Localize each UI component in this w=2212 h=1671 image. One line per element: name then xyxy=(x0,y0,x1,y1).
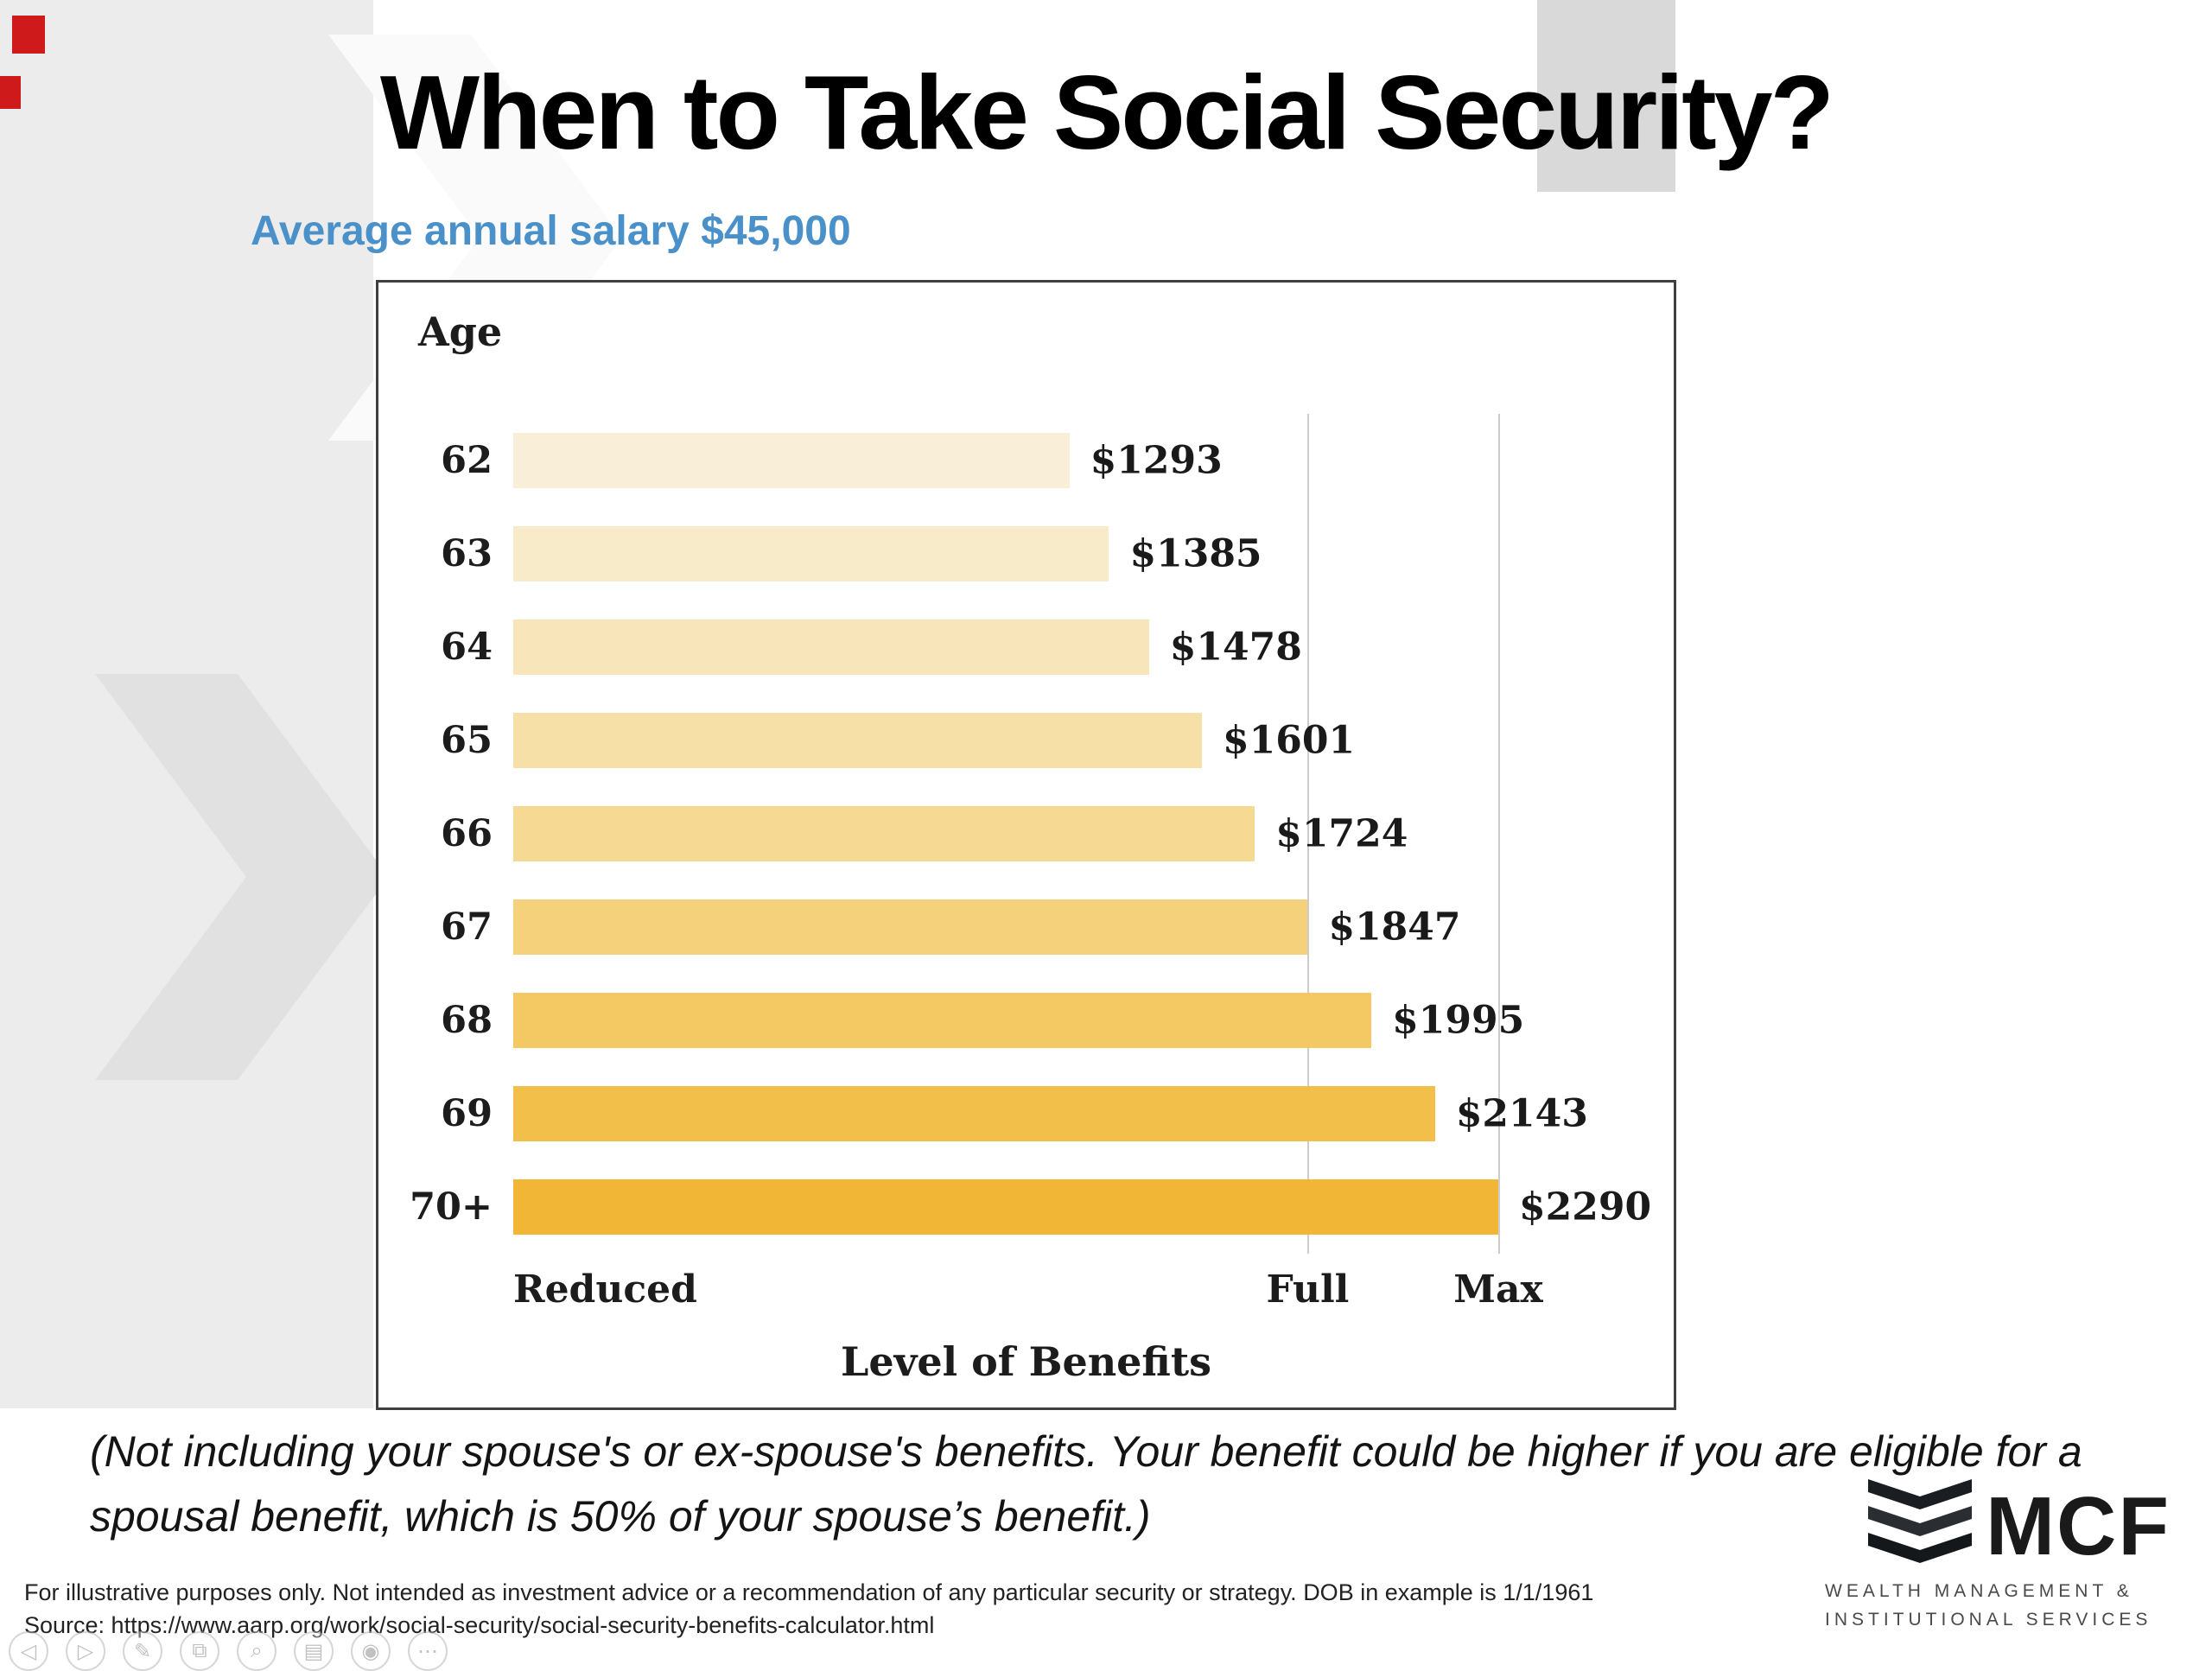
zoom-icon[interactable]: ⌕ xyxy=(237,1631,276,1671)
x-tick-label: Max xyxy=(1453,1268,1543,1312)
more-icon[interactable]: ⋯ xyxy=(408,1631,448,1671)
benefit-bar xyxy=(513,1179,1498,1235)
y-axis-title: Age xyxy=(418,308,503,355)
mcf-logo-text: MCF xyxy=(1986,1479,2171,1573)
benefit-bar xyxy=(513,526,1109,581)
pen-icon[interactable]: ✎ xyxy=(123,1631,162,1671)
age-axis: 62 63 64 65 66 67 68 69 70+ xyxy=(410,414,493,1254)
mcf-tagline-line1: WEALTH MANAGEMENT & xyxy=(1825,1581,2133,1601)
x-tick-label: Reduced xyxy=(513,1268,697,1312)
age-tick-label: 63 xyxy=(441,532,493,575)
notes-icon[interactable]: ▤ xyxy=(294,1631,334,1671)
red-marker xyxy=(0,76,21,109)
axis-spacer xyxy=(413,1262,513,1323)
age-tick-label: 66 xyxy=(441,812,493,855)
decor-chevron xyxy=(95,674,389,1080)
benefit-bar xyxy=(513,1086,1435,1141)
benefits-chart: Age 62 63 64 65 66 67 68 69 70+ $1293 $1385 $1478 $… xyxy=(376,280,1676,1410)
bar-value-label: $1293 xyxy=(1090,438,1223,483)
red-marker xyxy=(12,16,45,54)
play-icon[interactable]: ▷ xyxy=(66,1631,105,1671)
record-icon[interactable]: ◉ xyxy=(351,1631,391,1671)
toolbar: ◁ ▷ ✎ ⧉ ⌕ ▤ ◉ ⋯ xyxy=(9,1631,448,1671)
bar-value-label: $1385 xyxy=(1129,531,1262,576)
bar-row: $1293 xyxy=(513,414,1498,507)
disclaimer-text: For illustrative purposes only. Not inte… xyxy=(24,1579,1594,1605)
slide-subtitle: Average annual salary $45,000 xyxy=(251,208,851,254)
benefit-bar xyxy=(513,899,1308,955)
age-tick-label: 68 xyxy=(441,999,493,1042)
bar-value-label: $2290 xyxy=(1519,1185,1652,1229)
back-icon[interactable]: ◁ xyxy=(9,1631,48,1671)
bar-row: $1478 xyxy=(513,600,1498,694)
x-axis-title: Level of Benefits xyxy=(840,1338,1212,1385)
plot-area: $1293 $1385 $1478 $1601 $1724 $1847 $1995 $2143… xyxy=(513,414,1651,1254)
gridline xyxy=(1498,414,1500,1254)
bar-row: $1995 xyxy=(513,974,1524,1067)
bar-value-label: $1995 xyxy=(1392,998,1525,1043)
bar-value-label: $1724 xyxy=(1275,811,1408,856)
chart-body: 62 63 64 65 66 67 68 69 70+ $1293 $1385 $1478 $1601… xyxy=(410,414,1651,1254)
bar-row: $1847 xyxy=(513,880,1498,974)
copy-icon[interactable]: ⧉ xyxy=(180,1631,219,1671)
x-tick-label: Full xyxy=(1266,1268,1350,1312)
benefit-bar xyxy=(513,806,1255,861)
mcf-tagline-line2: INSTITUTIONAL SERVICES xyxy=(1825,1609,2152,1630)
bar-row: $2143 xyxy=(513,1067,1588,1160)
slide-title: When to Take Social Security? xyxy=(379,54,1834,171)
top-right-gray-block xyxy=(1537,0,1675,192)
gridline xyxy=(1307,414,1310,1254)
x-axis-row: Reduced Full Max xyxy=(413,1262,1543,1323)
bar-value-label: $1601 xyxy=(1223,718,1356,763)
bar-value-label: $2143 xyxy=(1455,1091,1588,1136)
benefit-bar xyxy=(513,433,1070,488)
bar-row: $1385 xyxy=(513,507,1498,600)
benefit-bar xyxy=(513,713,1202,768)
mcf-tagline: WEALTH MANAGEMENT & INSTITUTIONAL SERVIC… xyxy=(1825,1578,2171,1634)
age-tick-label: 69 xyxy=(441,1092,493,1135)
bar-row: $1601 xyxy=(513,694,1498,787)
age-tick-label: 65 xyxy=(441,719,493,762)
x-axis: Reduced Full Max xyxy=(513,1262,1543,1323)
bar-row: $2290 xyxy=(513,1160,1651,1254)
benefit-bar xyxy=(513,993,1372,1048)
bar-value-label: $1847 xyxy=(1328,905,1461,950)
benefit-bar xyxy=(513,619,1149,675)
age-tick-label: 64 xyxy=(441,626,493,669)
age-tick-label: 70+ xyxy=(410,1185,493,1229)
age-tick-label: 62 xyxy=(441,439,493,482)
mcf-logo: MCF WEALTH MANAGEMENT & INSTITUTIONAL SE… xyxy=(1825,1479,2171,1634)
mcf-logo-mark xyxy=(1868,1479,1973,1563)
bar-row: $1724 xyxy=(513,787,1498,880)
source-text: Source: https://www.aarp.org/work/social… xyxy=(24,1612,935,1638)
age-tick-label: 67 xyxy=(441,905,493,949)
spouse-note: (Not including your spouse's or ex-spous… xyxy=(90,1427,2082,1541)
bar-value-label: $1478 xyxy=(1169,625,1302,670)
